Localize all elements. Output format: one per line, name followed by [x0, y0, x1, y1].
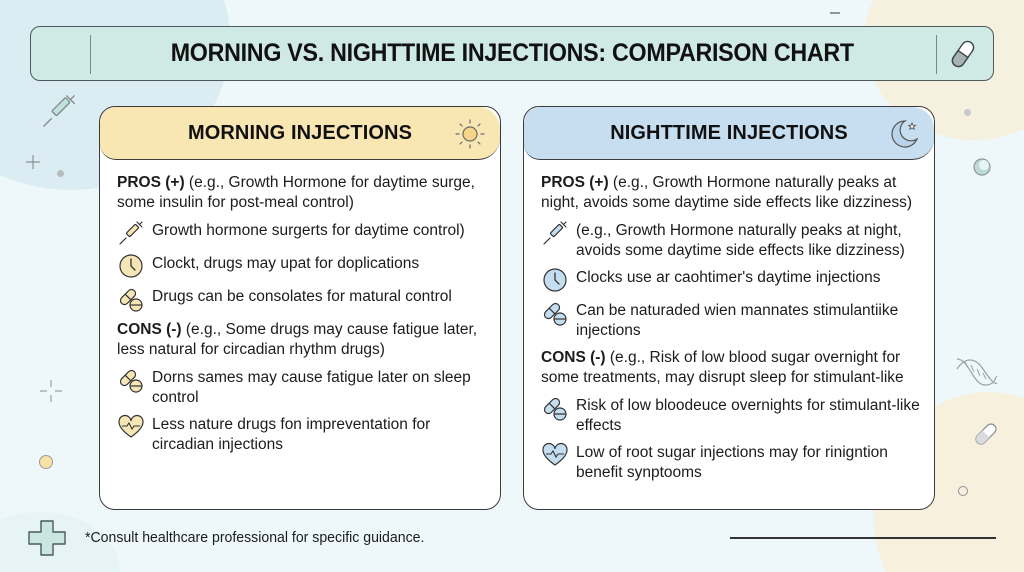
syringe-icon	[43, 95, 75, 127]
clock-icon	[119, 254, 143, 278]
list-item: Low of root sugar injections may for rin…	[541, 442, 920, 483]
nighttime-card-header: NIGHTTIME INJECTIONS	[524, 107, 934, 160]
morning-cons-intro: CONS (-) (e.g., Some drugs may cause fat…	[117, 321, 478, 358]
clock-icon	[543, 268, 567, 292]
pills-icon	[119, 369, 143, 393]
pills-icon	[119, 288, 143, 312]
dna-icon	[956, 358, 998, 386]
list-item: Clockt, drugs may upat for doplications	[117, 254, 486, 280]
pills-icon	[543, 302, 567, 326]
nighttime-card: NIGHTTIME INJECTIONS PROS (+) (e.g., Gro…	[523, 106, 935, 510]
moon-icon	[973, 158, 991, 176]
cons-label: CONS (-)	[541, 349, 606, 366]
moon-star-icon	[891, 120, 919, 148]
syringe-icon	[119, 221, 143, 245]
morning-card-header: MORNING INJECTIONS	[100, 107, 500, 160]
footer-divider	[730, 537, 996, 539]
circle-icon	[958, 486, 968, 496]
nighttime-card-body: PROS (+) (e.g., Growth Hormone naturally…	[524, 160, 934, 483]
list-item: Clocks use ar caohtimer's daytime inject…	[541, 268, 920, 294]
heart-pulse-icon	[542, 442, 568, 466]
syringe-icon	[543, 221, 567, 245]
dot-icon	[57, 170, 64, 177]
disclaimer-note: *Consult healthcare professional for spe…	[85, 529, 425, 546]
pills-icon	[543, 397, 567, 421]
morning-card-body: PROS (+) (e.g., Growth Hormone for dayti…	[100, 160, 500, 455]
circle-icon	[39, 455, 53, 469]
dash-icon	[830, 12, 840, 14]
list-item: Drugs can be consolates for matural cont…	[117, 287, 486, 313]
morning-card: MORNING INJECTIONS PROS (+) (e.g., Growt…	[99, 106, 501, 510]
list-item: Less nature drugs fon impreventation for…	[117, 414, 486, 455]
dot-icon	[964, 109, 971, 116]
sparkle-icon	[40, 380, 62, 402]
list-item: Risk of low bloodeuce overnights for sti…	[541, 396, 920, 436]
divider	[936, 35, 937, 74]
nighttime-cons-intro: CONS (-) (e.g., Risk of low blood sugar …	[541, 349, 904, 386]
nighttime-pros-intro: PROS (+) (e.g., Growth Hormone naturally…	[541, 174, 913, 211]
list-item: Dorns sames may cause fatigue later on s…	[117, 368, 486, 408]
pros-label: PROS (+)	[117, 174, 185, 191]
pill-capsule-icon	[951, 40, 975, 68]
morning-card-title: MORNING INJECTIONS	[187, 121, 413, 144]
list-item: Growth hormone surgerts for daytime cont…	[117, 221, 486, 247]
page-title: MORNING VS. NIGHTTIME INJECTIONS: COMPAR…	[170, 39, 854, 67]
divider	[90, 35, 91, 74]
list-item: Can be naturaded wien mannates stimulant…	[541, 301, 920, 341]
nighttime-card-title: NIGHTTIME INJECTIONS	[610, 121, 848, 144]
pros-label: PROS (+)	[541, 174, 609, 191]
cons-label: CONS (-)	[117, 321, 182, 338]
medical-cross-icon	[28, 520, 66, 556]
heart-pulse-icon	[118, 414, 144, 438]
sun-icon	[455, 119, 485, 149]
pill-capsule-icon	[975, 423, 997, 445]
title-bar: MORNING VS. NIGHTTIME INJECTIONS: COMPAR…	[30, 26, 994, 81]
morning-pros-intro: PROS (+) (e.g., Growth Hormone for dayti…	[117, 174, 475, 211]
plus-icon	[26, 155, 40, 169]
list-item: (e.g., Growth Hormone naturally peaks at…	[541, 221, 920, 261]
